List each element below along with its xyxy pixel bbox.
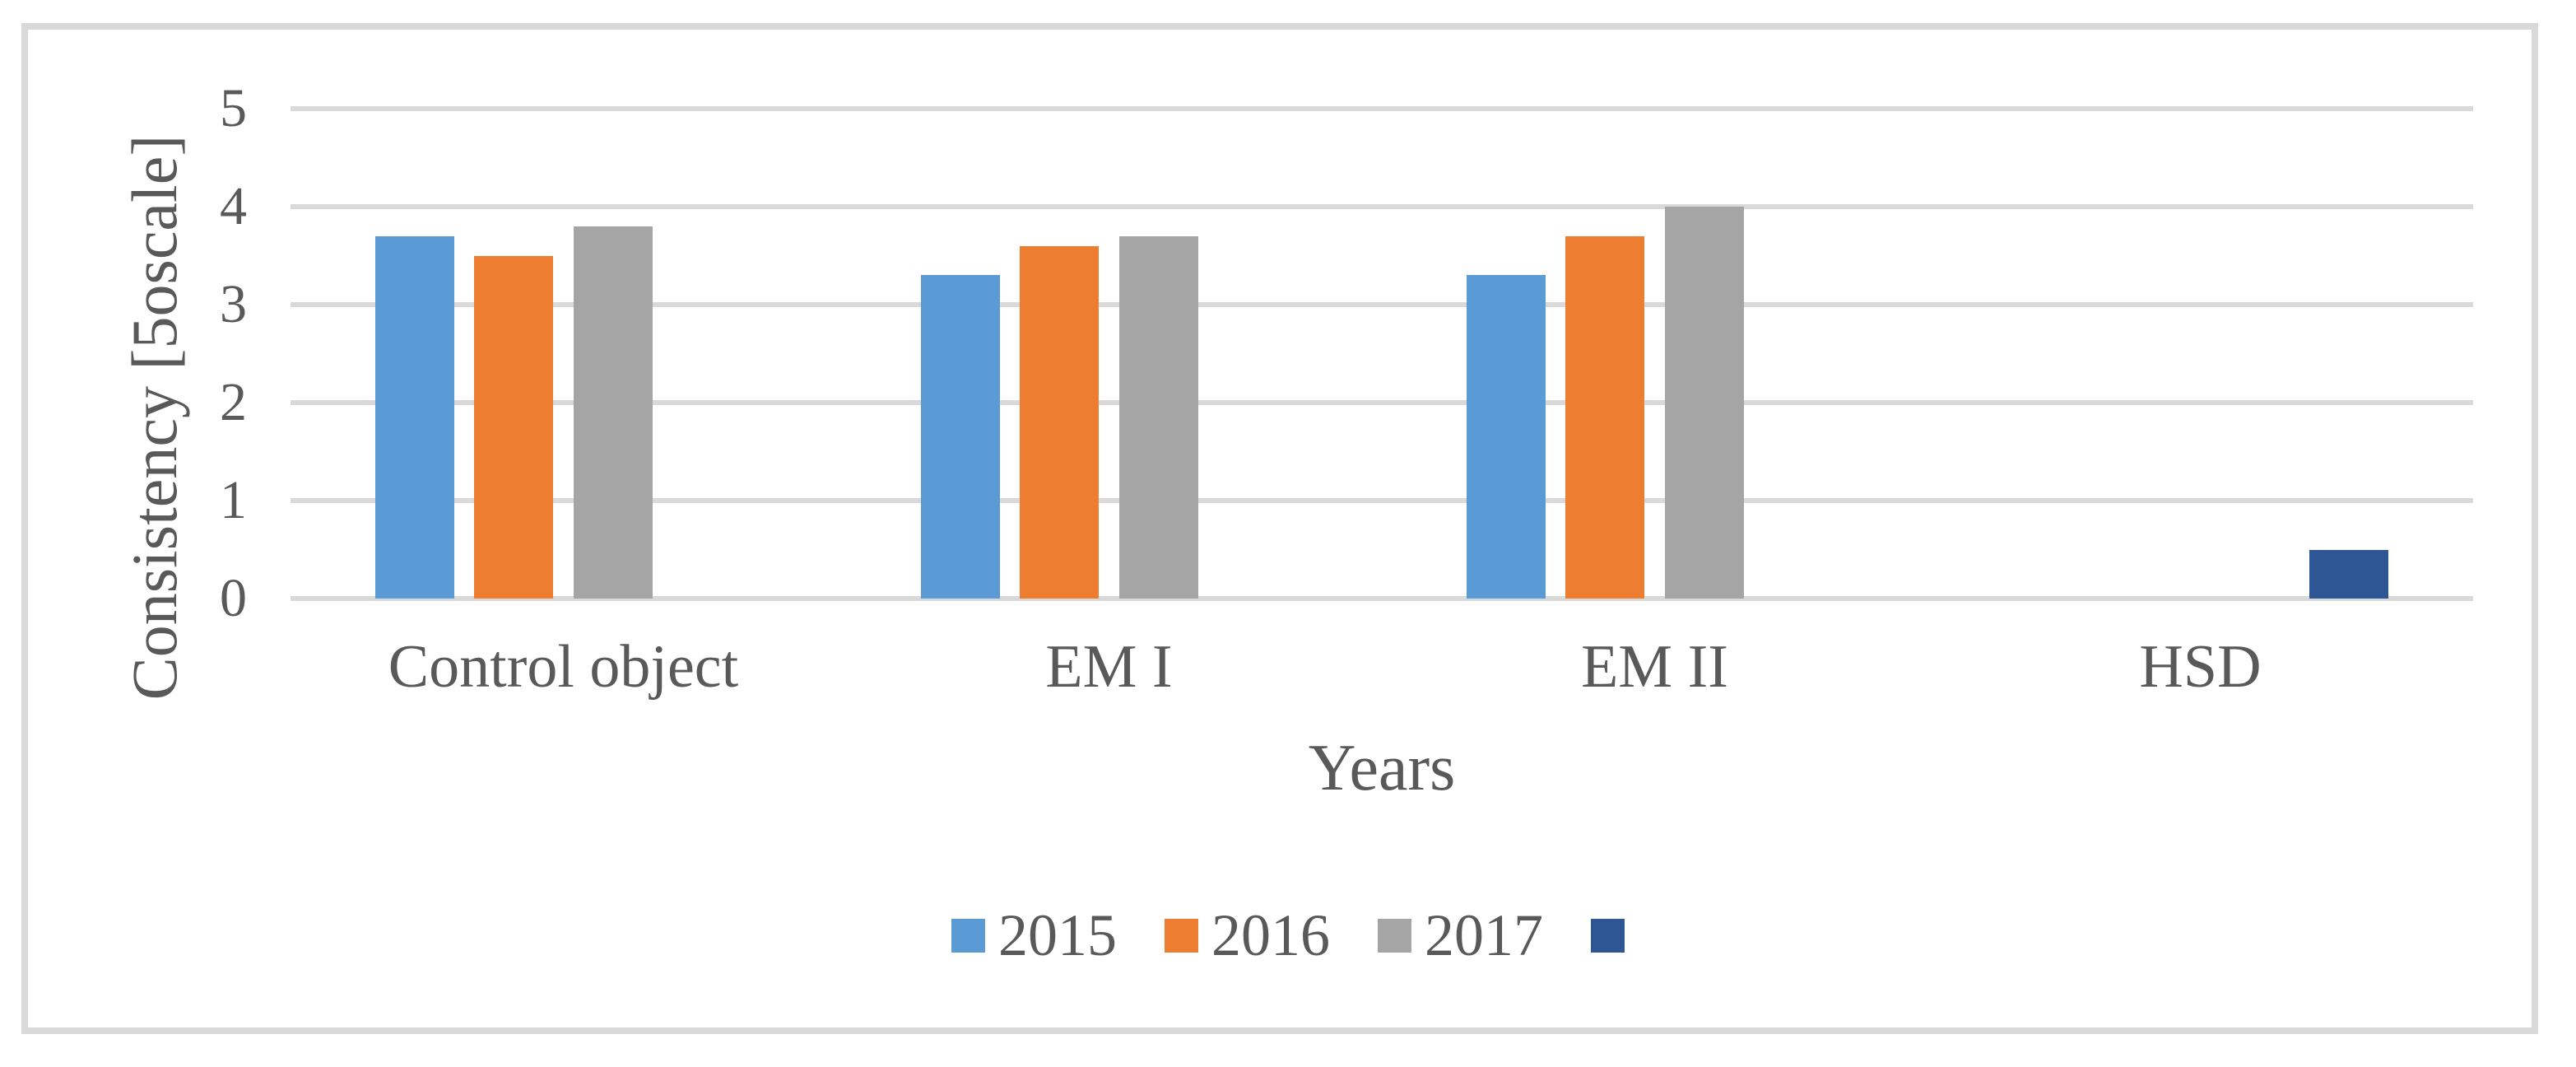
- legend-swatch-2016: [1165, 918, 1198, 953]
- legend: 2015 2016 2017: [0, 906, 2576, 965]
- gridline-y-1: [291, 498, 2473, 503]
- y-tick-label-5: 5: [220, 78, 247, 138]
- y-tick-label-4: 4: [220, 176, 247, 236]
- bar-2015-em-ii: [1466, 275, 1546, 599]
- bar-2017-em-ii: [1664, 207, 1744, 599]
- legend-label-2015: 2015: [998, 902, 1117, 968]
- y-tick-label-1: 1: [220, 470, 247, 530]
- chart-outer-border: [21, 23, 2538, 1034]
- gridline-y-3: [291, 302, 2473, 307]
- legend-item-2015: 2015: [951, 906, 1117, 965]
- x-category-label-control-object: Control object: [388, 633, 739, 701]
- bar-unnamed-hsd: [2309, 549, 2389, 599]
- bar-2017-em-i: [1118, 235, 1198, 599]
- legend-swatch-2017: [1378, 918, 1411, 953]
- bar-2017-control-object: [573, 226, 653, 599]
- legend-label-2016: 2016: [1211, 902, 1330, 968]
- gridline-y-0: [291, 596, 2473, 601]
- bar-2016-em-i: [1020, 245, 1100, 599]
- gridline-y-5: [291, 106, 2473, 111]
- legend-item-2016: 2016: [1165, 906, 1330, 965]
- x-category-label-hsd: HSD: [2139, 633, 2262, 701]
- legend-swatch-unnamed: [1591, 918, 1625, 953]
- x-category-label-em-i: EM I: [1045, 633, 1173, 701]
- bar-2015-em-i: [920, 275, 1000, 599]
- plot-area: [291, 106, 2473, 601]
- x-category-label-em-ii: EM II: [1581, 633, 1728, 701]
- y-tick-label-2: 2: [220, 372, 247, 432]
- gridline-y-2: [291, 400, 2473, 405]
- y-tick-label-0: 0: [220, 568, 247, 628]
- x-axis-title: Years: [1308, 732, 1456, 804]
- legend-item-2017: 2017: [1378, 906, 1543, 965]
- y-tick-label-3: 3: [220, 274, 247, 334]
- legend-swatch-2015: [951, 918, 985, 953]
- bar-2016-control-object: [474, 255, 554, 599]
- legend-label-2017: 2017: [1425, 902, 1543, 968]
- legend-item-unnamed: [1591, 918, 1625, 953]
- bar-2015-control-object: [374, 235, 454, 599]
- gridline-y-4: [291, 204, 2473, 209]
- bar-2016-em-ii: [1565, 235, 1645, 599]
